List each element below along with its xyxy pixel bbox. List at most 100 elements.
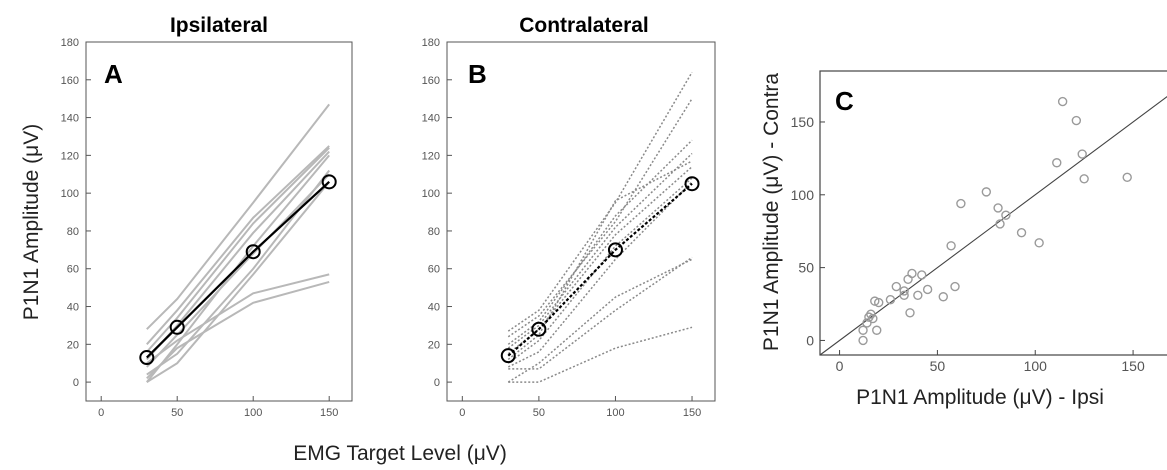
panel-c-data-point: [917, 270, 927, 280]
panel-a-y-tick-label: 160: [61, 75, 79, 87]
panel-b-mean-point: [531, 321, 547, 337]
panel-a-letter: A: [104, 59, 123, 89]
panel-b-individual-line: [507, 160, 693, 361]
panel-a-y-tick-label: 60: [67, 264, 79, 276]
panel-b-y-tick-label: 160: [422, 75, 440, 87]
panel-c-x-axis-label: P1N1 Amplitude (μV) - Ipsi: [856, 386, 1104, 409]
panel-c-data-point: [1016, 227, 1027, 238]
panel-a-x-tick-label: 0: [98, 407, 104, 419]
panel-b-individual-line: [508, 326, 693, 383]
panel-a: Ipsilateral A 0 50 100 150 0 20 40 60 80 100 120 14…: [61, 14, 353, 419]
panel-b-mean-line: [507, 182, 693, 357]
panel-c-data-point: [907, 268, 917, 279]
panel-b-y-tick-label: 120: [422, 150, 440, 162]
panel-b-y-tick-label: 80: [428, 226, 440, 238]
panel-a-individual-line: [146, 147, 330, 353]
panel-c-data-point: [899, 290, 909, 300]
panel-c-data-point: [1122, 172, 1132, 183]
panel-a-mean-point: [139, 350, 155, 366]
panel-c-data-point: [1057, 96, 1068, 107]
shared-y-axis-label: P1N1 Amplitude (μV): [20, 124, 43, 321]
panel-b-individual-line: [507, 181, 693, 368]
panel-a-y-tick-label: 40: [67, 302, 79, 314]
panel-b-individual-line: [507, 166, 693, 355]
panel-b-x-tick-label: 100: [606, 407, 624, 419]
panel-b-y-tick-label: 20: [428, 339, 440, 351]
panel-b-mean-point: [684, 176, 700, 192]
panel-b-mean-point: [500, 348, 516, 364]
panel-c-data-point: [858, 335, 868, 346]
panel-c-x-tick-label: 100: [1024, 358, 1048, 374]
panel-c-data-point: [866, 309, 876, 319]
panel-a-x-tick-label: 100: [244, 407, 262, 419]
panel-c-letter: C: [835, 86, 854, 116]
panel-a-mean-point: [245, 244, 261, 260]
panel-b: Contralateral B 0 50 100 150 0 20 40 60 80 100 120…: [422, 14, 716, 419]
panel-b-individual-line: [507, 98, 693, 338]
panel-c-data-point: [922, 284, 933, 295]
panel-c-data-point: [946, 241, 956, 251]
panel-b-individual-line: [508, 256, 693, 370]
panel-a-mean-point: [169, 319, 185, 335]
panel-b-y-tick-label: 140: [422, 113, 440, 125]
panel-a-mean-line: [146, 181, 330, 359]
panel-a-individual-line: [146, 273, 330, 365]
panel-b-x-tick-label: 150: [683, 407, 701, 419]
panel-b-mean-point: [607, 242, 623, 258]
panel-b-individual-line: [507, 152, 693, 349]
panel-c-y-axis-label: P1N1 Amplitude (μV) - Contra: [760, 73, 783, 352]
panel-c-data-point: [981, 187, 992, 197]
panel-a-y-tick-label: 80: [67, 226, 79, 238]
panel-c-data-point: [868, 313, 878, 324]
panel-c-data-point: [1034, 238, 1044, 248]
panel-c-x-tick-label: 50: [930, 358, 946, 374]
shared-x-axis-label: EMG Target Level (μV): [293, 442, 507, 465]
panel-c: C 0 50 100 150 0 50 100 150 P1N1 Amplitude (μV)…: [760, 70, 1167, 409]
panel-b-title: Contralateral: [519, 14, 649, 37]
panel-b-letter: B: [468, 59, 487, 89]
panel-b-y-tick-label: 180: [422, 37, 440, 49]
panel-c-data-point: [995, 219, 1005, 229]
panel-c-data-point: [905, 308, 915, 318]
panel-a-x-tick-label: 50: [171, 407, 183, 419]
panel-c-y-tick-label: 50: [798, 260, 814, 276]
panel-c-data-point: [950, 281, 960, 292]
panel-b-y-tick-label: 40: [428, 302, 440, 314]
panel-c-data-point: [956, 198, 966, 209]
panel-c-data-point: [993, 203, 1003, 213]
panel-c-data-point: [938, 292, 948, 302]
panel-b-frame: [446, 41, 716, 402]
panel-b-x-tick-label: 50: [533, 407, 545, 419]
panel-c-data-point: [1077, 149, 1087, 159]
panel-c-x-tick-label: 150: [1121, 358, 1145, 374]
panel-a-individual-line: [146, 181, 330, 383]
panel-c-data-point: [874, 297, 884, 308]
panel-a-y-tick-label: 100: [61, 188, 79, 200]
panel-a-individual-line: [146, 145, 330, 345]
panel-c-frame: [819, 70, 1167, 356]
panel-a-y-tick-label: 140: [61, 113, 79, 125]
panel-a-individual-line: [146, 280, 330, 380]
panel-b-individual-line: [507, 71, 693, 332]
panel-c-x-tick-label: 0: [836, 358, 844, 374]
panel-b-y-tick-label: 60: [428, 264, 440, 276]
panel-c-data-point: [891, 281, 902, 292]
panel-c-data-point: [858, 325, 868, 335]
panel-c-data-point: [1052, 158, 1062, 168]
panel-b-y-tick-label: 100: [422, 188, 440, 200]
panel-c-data-point: [1001, 210, 1011, 220]
panel-c-y-tick-label: 100: [791, 187, 815, 203]
panel-a-individual-line: [146, 103, 330, 330]
panel-c-data-point: [872, 325, 882, 335]
panel-c-data-point: [1071, 115, 1082, 126]
panel-c-data-point: [885, 294, 896, 305]
panel-a-x-tick-label: 150: [320, 407, 338, 419]
panel-a-title: Ipsilateral: [170, 14, 268, 37]
panel-c-data-point: [1079, 174, 1089, 184]
panel-a-y-tick-label: 120: [61, 150, 79, 162]
panel-c-y-tick-label: 150: [791, 114, 815, 130]
panel-a-y-tick-label: 20: [67, 339, 79, 351]
panel-b-x-tick-label: 0: [459, 407, 465, 419]
panel-a-mean-point: [321, 174, 337, 190]
